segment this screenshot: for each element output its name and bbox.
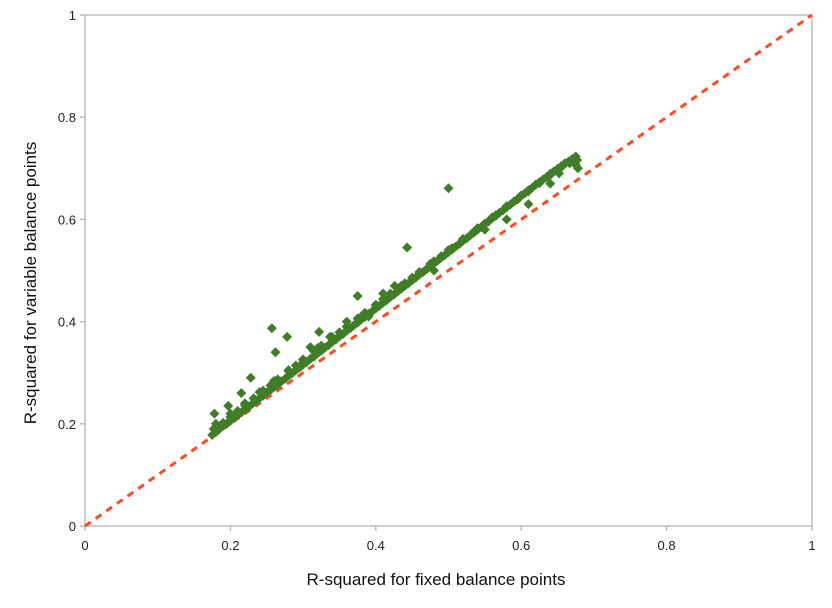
data-point-diamond <box>402 242 413 253</box>
data-point-diamond <box>472 223 483 234</box>
reference-line-y-equals-x <box>84 13 813 528</box>
data-point-diamond <box>312 343 323 354</box>
data-point-diamond <box>290 360 301 371</box>
x-axis-ticks: 0 0.2 0.4 0.6 0.8 1 <box>81 526 816 553</box>
data-point-diamond <box>341 321 352 332</box>
data-point-diamond <box>314 326 325 337</box>
data-point-diamond <box>341 316 352 327</box>
y-tick-label: 0.4 <box>58 315 76 330</box>
data-point-diamond <box>239 398 250 409</box>
data-point-diamond <box>223 400 234 411</box>
data-point-diamond <box>436 251 447 262</box>
y-tick-label: 1 <box>69 8 76 23</box>
data-point-diamond <box>218 417 229 428</box>
data-point-diamond <box>305 342 316 353</box>
data-points <box>207 151 583 441</box>
data-point-diamond <box>245 372 256 383</box>
data-point-diamond <box>414 267 425 278</box>
data-point-diamond <box>523 199 534 210</box>
data-point-diamond <box>236 388 247 399</box>
data-point-diamond <box>479 218 490 229</box>
data-point-diamond <box>545 168 556 179</box>
data-point-diamond <box>324 331 335 342</box>
data-point-diamond <box>516 190 527 201</box>
x-tick-label: 0 <box>81 538 88 553</box>
data-point-diamond <box>209 408 220 419</box>
y-tick-label: 0 <box>69 519 76 534</box>
data-point-diamond <box>501 214 512 225</box>
data-point-diamond <box>283 365 294 376</box>
x-axis-title: R-squared for fixed balance points <box>307 570 566 589</box>
data-point-diamond <box>545 178 556 189</box>
data-point-diamond <box>443 183 454 194</box>
data-point-diamond <box>564 158 575 169</box>
data-point-diamond <box>479 224 490 235</box>
data-point-diamond <box>487 212 498 223</box>
x-tick-label: 0.4 <box>367 538 385 553</box>
data-point-diamond <box>530 179 541 190</box>
data-point-diamond <box>334 327 345 338</box>
data-point-diamond <box>458 234 469 245</box>
data-point-diamond <box>352 291 363 302</box>
x-tick-label: 0.6 <box>512 538 530 553</box>
data-point-diamond <box>501 201 512 212</box>
data-point-diamond <box>572 155 583 166</box>
data-point-diamond <box>356 311 367 322</box>
y-axis-ticks: 0 0.2 0.4 0.6 0.8 1 <box>58 8 85 534</box>
data-point-diamond <box>225 408 236 419</box>
data-point-diamond <box>554 168 565 179</box>
plot-area <box>84 14 813 527</box>
data-point-diamond <box>370 300 381 311</box>
data-point-diamond <box>282 331 293 342</box>
data-point-diamond <box>428 265 439 276</box>
y-tick-label: 0.6 <box>58 212 76 227</box>
data-point-diamond <box>266 323 277 334</box>
data-point-diamond <box>248 393 259 404</box>
data-point-diamond <box>559 158 570 169</box>
data-point-diamond <box>258 385 269 396</box>
data-point-diamond <box>378 288 389 299</box>
data-point-diamond <box>443 245 454 256</box>
x-tick-label: 1 <box>808 538 815 553</box>
data-point-diamond <box>363 311 374 322</box>
data-point-diamond <box>428 256 439 267</box>
data-point-diamond <box>572 163 583 174</box>
data-point-diamond <box>399 278 410 289</box>
data-point-diamond <box>407 272 418 283</box>
data-point-diamond <box>389 280 400 291</box>
x-tick-label: 0.8 <box>658 538 676 553</box>
y-axis-title: R-squared for variable balance points <box>21 142 40 425</box>
y-tick-label: 0.8 <box>58 110 76 125</box>
x-tick-label: 0.2 <box>221 538 239 553</box>
data-point-diamond <box>523 186 534 197</box>
y-tick-label: 0.2 <box>58 417 76 432</box>
data-point-diamond <box>385 289 396 300</box>
data-point-diamond <box>298 357 309 368</box>
data-point-diamond <box>270 347 281 358</box>
data-point-diamond <box>210 418 221 429</box>
data-point-diamond <box>269 375 280 386</box>
data-point-diamond <box>378 294 389 305</box>
